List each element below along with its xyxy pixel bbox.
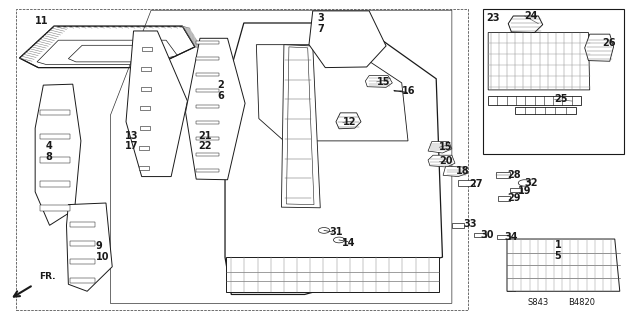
Circle shape (333, 237, 345, 243)
Text: 17: 17 (125, 141, 138, 151)
Polygon shape (256, 45, 408, 141)
Polygon shape (507, 239, 620, 291)
Bar (196, 153, 219, 156)
Polygon shape (226, 257, 440, 292)
Text: 5: 5 (555, 251, 561, 261)
Text: 9: 9 (96, 241, 103, 251)
Text: 34: 34 (504, 232, 518, 242)
Polygon shape (67, 203, 112, 291)
Bar (40, 133, 70, 139)
Bar (458, 180, 474, 186)
Polygon shape (428, 155, 455, 167)
Bar (40, 110, 70, 116)
Text: B4820: B4820 (568, 298, 595, 307)
Circle shape (518, 180, 531, 186)
Bar (40, 205, 70, 211)
Bar (40, 157, 70, 163)
Text: 28: 28 (507, 170, 521, 180)
Text: FR.: FR. (40, 272, 56, 281)
Bar (196, 73, 219, 76)
Polygon shape (19, 26, 195, 68)
Polygon shape (35, 84, 81, 225)
Bar (141, 87, 151, 91)
Bar (514, 107, 576, 114)
Bar (196, 41, 219, 44)
Bar (139, 146, 149, 150)
Polygon shape (443, 166, 467, 177)
Bar (16, 9, 467, 310)
Text: 29: 29 (507, 193, 521, 203)
Bar (483, 9, 624, 154)
Polygon shape (286, 47, 314, 204)
Text: 1: 1 (555, 240, 561, 250)
Bar (139, 126, 149, 130)
Text: S843: S843 (527, 298, 548, 307)
Bar (488, 96, 581, 105)
Bar (70, 241, 95, 246)
Text: 21: 21 (198, 131, 212, 141)
Text: 32: 32 (524, 178, 538, 188)
Circle shape (318, 228, 330, 233)
Text: 31: 31 (329, 227, 342, 237)
Bar (452, 223, 464, 228)
Bar (498, 196, 509, 201)
Bar (196, 57, 219, 60)
Text: 13: 13 (125, 131, 138, 141)
Polygon shape (488, 33, 590, 90)
Text: 15: 15 (440, 142, 453, 152)
Bar (474, 233, 486, 237)
Text: 7: 7 (317, 24, 324, 34)
Bar (495, 172, 509, 178)
Text: 8: 8 (46, 152, 53, 162)
Polygon shape (508, 16, 543, 33)
Text: 15: 15 (377, 77, 390, 87)
Bar (142, 47, 152, 51)
Bar (140, 107, 150, 110)
Text: 10: 10 (96, 252, 109, 262)
Polygon shape (185, 38, 245, 180)
Bar (139, 166, 149, 170)
Text: 19: 19 (518, 186, 532, 196)
Text: 30: 30 (480, 229, 494, 240)
Bar (497, 235, 509, 239)
Text: 12: 12 (343, 117, 356, 127)
Polygon shape (126, 31, 187, 177)
Text: 2: 2 (217, 80, 224, 90)
Text: 20: 20 (440, 156, 453, 166)
Text: 33: 33 (463, 219, 477, 229)
Text: 16: 16 (402, 85, 415, 96)
Polygon shape (225, 23, 443, 294)
Polygon shape (336, 113, 361, 129)
Bar (70, 277, 95, 283)
Bar (196, 137, 219, 140)
Bar (196, 121, 219, 124)
Bar (40, 181, 70, 187)
Polygon shape (309, 11, 386, 68)
Polygon shape (585, 34, 614, 61)
Text: 24: 24 (524, 11, 538, 21)
Text: 11: 11 (35, 16, 48, 27)
Text: 26: 26 (602, 38, 615, 48)
Text: 18: 18 (456, 166, 469, 176)
Text: 6: 6 (217, 91, 224, 101)
Polygon shape (68, 45, 154, 62)
Bar (196, 89, 219, 92)
Text: 4: 4 (46, 141, 53, 151)
Text: 23: 23 (486, 13, 500, 23)
Text: 22: 22 (198, 141, 212, 151)
Polygon shape (37, 40, 177, 64)
Polygon shape (428, 141, 452, 153)
Bar (141, 67, 151, 71)
Text: 14: 14 (342, 238, 355, 248)
Polygon shape (365, 76, 392, 87)
Bar (70, 259, 95, 264)
Text: 25: 25 (555, 94, 568, 104)
Bar (196, 105, 219, 108)
Text: 3: 3 (317, 13, 324, 23)
Text: 27: 27 (469, 179, 483, 188)
Bar (196, 169, 219, 172)
Polygon shape (281, 45, 320, 208)
Bar (70, 222, 95, 227)
Bar (509, 188, 522, 193)
